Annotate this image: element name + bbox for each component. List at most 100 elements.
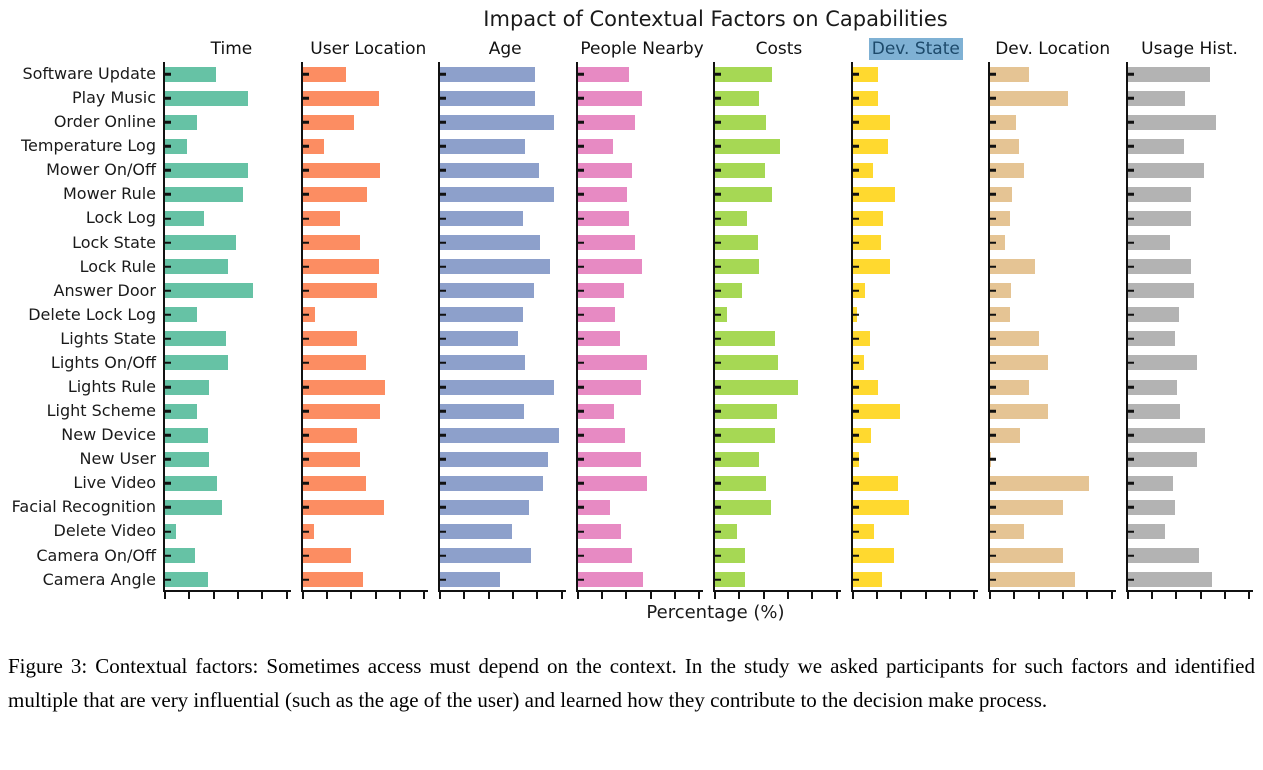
row-tick — [851, 409, 859, 413]
bar-row — [164, 568, 291, 592]
bar — [1127, 66, 1211, 82]
panel-plot — [988, 62, 1116, 599]
bar-row — [989, 206, 1116, 230]
bar-row — [439, 110, 566, 134]
bar — [577, 475, 647, 491]
panel-header: Dev. Location — [989, 39, 1116, 59]
bar-row — [439, 375, 566, 399]
category-label: Lock State — [72, 232, 156, 252]
bar — [165, 427, 208, 443]
bar — [852, 427, 871, 443]
bar-row — [1126, 86, 1254, 110]
row-tick — [1126, 96, 1134, 100]
panel — [713, 62, 841, 599]
row-tick — [301, 72, 309, 76]
row-tick — [301, 361, 309, 365]
bar-row — [714, 134, 841, 158]
bar-row — [851, 519, 979, 543]
bar — [852, 114, 891, 130]
row-tick — [301, 96, 309, 100]
row-tick — [576, 554, 584, 557]
bar — [165, 475, 218, 491]
bar — [852, 331, 870, 347]
row-tick — [851, 385, 859, 389]
bar — [440, 523, 512, 539]
bar-row — [851, 231, 979, 255]
bar-row — [301, 519, 429, 543]
bar — [302, 331, 358, 347]
bar — [852, 259, 891, 275]
row-tick — [164, 313, 171, 317]
bar-row — [714, 351, 841, 375]
x-axis-tick — [560, 592, 563, 599]
row-tick — [164, 289, 171, 292]
bar — [852, 403, 900, 419]
bar-row — [576, 399, 704, 423]
panel-header: Time — [168, 39, 295, 59]
bar-row — [714, 544, 841, 568]
bar-row — [164, 255, 291, 279]
bar — [1127, 427, 1206, 443]
row-tick — [1126, 145, 1134, 148]
row-tick — [714, 482, 721, 485]
row-tick — [714, 337, 721, 341]
bar — [852, 572, 882, 588]
row-tick — [301, 337, 309, 341]
row-tick — [1126, 482, 1134, 485]
panel — [163, 62, 291, 599]
row-tick — [989, 313, 996, 317]
bar-row — [301, 495, 429, 519]
bar-row — [989, 158, 1116, 182]
bar-row — [1126, 110, 1254, 134]
row-tick — [439, 530, 446, 533]
row-tick — [164, 120, 171, 124]
panel-header-label: People Nearby — [580, 38, 704, 59]
panel-plot — [1125, 62, 1254, 599]
bar-row — [989, 327, 1116, 351]
bar-row — [576, 86, 704, 110]
row-tick — [576, 458, 584, 461]
bar-row — [301, 206, 429, 230]
bar — [302, 548, 352, 564]
bar-row — [1126, 206, 1254, 230]
row-tick — [301, 433, 309, 437]
bar-row — [301, 544, 429, 568]
bar-row — [164, 182, 291, 206]
bar — [440, 475, 544, 491]
row-tick — [714, 96, 721, 100]
bar — [852, 283, 865, 299]
bar — [165, 210, 204, 226]
row-tick — [164, 409, 171, 413]
category-label: Play Music — [72, 88, 156, 108]
bar-row — [1126, 182, 1254, 206]
row-tick — [164, 217, 171, 220]
bar — [302, 138, 325, 154]
row-tick — [714, 554, 721, 557]
bar — [302, 90, 380, 106]
x-axis-tick — [1086, 592, 1089, 599]
row-tick — [164, 265, 171, 268]
bar-row — [714, 423, 841, 447]
row-tick — [989, 578, 996, 581]
row-tick — [714, 265, 721, 268]
bar — [577, 403, 614, 419]
panel-header: User Location — [305, 39, 432, 59]
bar-row — [439, 158, 566, 182]
row-tick — [714, 385, 721, 389]
row-tick — [714, 241, 721, 244]
x-axis-tick — [487, 592, 490, 599]
bar-row — [989, 351, 1116, 375]
row-tick — [164, 482, 171, 485]
bar — [440, 307, 523, 323]
row-tick — [989, 361, 996, 365]
row-tick — [439, 578, 446, 581]
bar-row — [164, 471, 291, 495]
bar-row — [714, 568, 841, 592]
row-tick — [576, 217, 584, 220]
bar — [990, 523, 1025, 539]
row-tick — [989, 193, 996, 196]
row-tick — [164, 193, 171, 196]
bar — [302, 451, 360, 467]
bar-row — [576, 519, 704, 543]
bar-row — [989, 110, 1116, 134]
